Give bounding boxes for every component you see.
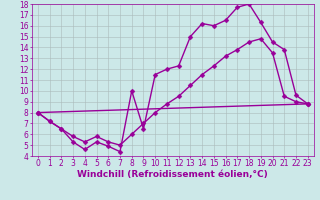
X-axis label: Windchill (Refroidissement éolien,°C): Windchill (Refroidissement éolien,°C) [77,170,268,179]
